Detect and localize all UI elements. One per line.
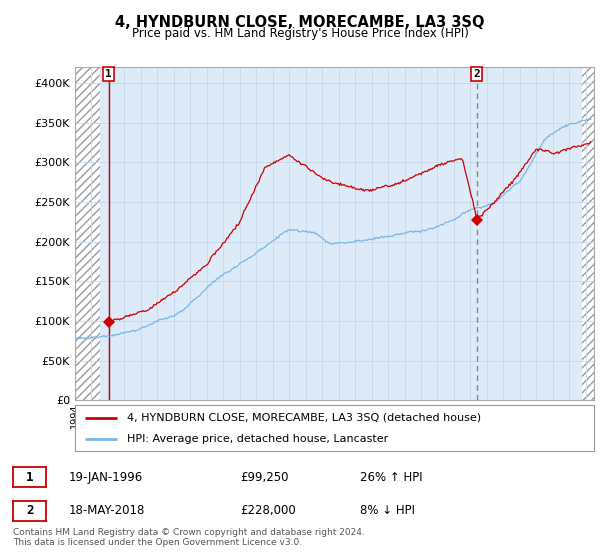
Bar <box>581 67 594 400</box>
Text: 26% ↑ HPI: 26% ↑ HPI <box>360 470 422 484</box>
Text: 8% ↓ HPI: 8% ↓ HPI <box>360 504 415 517</box>
Text: 4, HYNDBURN CLOSE, MORECAMBE, LA3 3SQ (detached house): 4, HYNDBURN CLOSE, MORECAMBE, LA3 3SQ (d… <box>127 413 481 423</box>
Text: 2: 2 <box>26 504 34 517</box>
Text: HPI: Average price, detached house, Lancaster: HPI: Average price, detached house, Lanc… <box>127 434 388 444</box>
Text: 4, HYNDBURN CLOSE, MORECAMBE, LA3 3SQ: 4, HYNDBURN CLOSE, MORECAMBE, LA3 3SQ <box>115 15 485 30</box>
Text: £99,250: £99,250 <box>240 470 289 484</box>
Text: Price paid vs. HM Land Registry's House Price Index (HPI): Price paid vs. HM Land Registry's House … <box>131 27 469 40</box>
Text: 2: 2 <box>473 69 480 79</box>
Text: £228,000: £228,000 <box>240 504 296 517</box>
Text: Contains HM Land Registry data © Crown copyright and database right 2024.
This d: Contains HM Land Registry data © Crown c… <box>13 528 365 547</box>
Text: 1: 1 <box>106 69 112 79</box>
Text: 19-JAN-1996: 19-JAN-1996 <box>69 470 143 484</box>
Text: 18-MAY-2018: 18-MAY-2018 <box>69 504 145 517</box>
Bar <box>75 67 100 400</box>
Text: 1: 1 <box>26 470 34 484</box>
